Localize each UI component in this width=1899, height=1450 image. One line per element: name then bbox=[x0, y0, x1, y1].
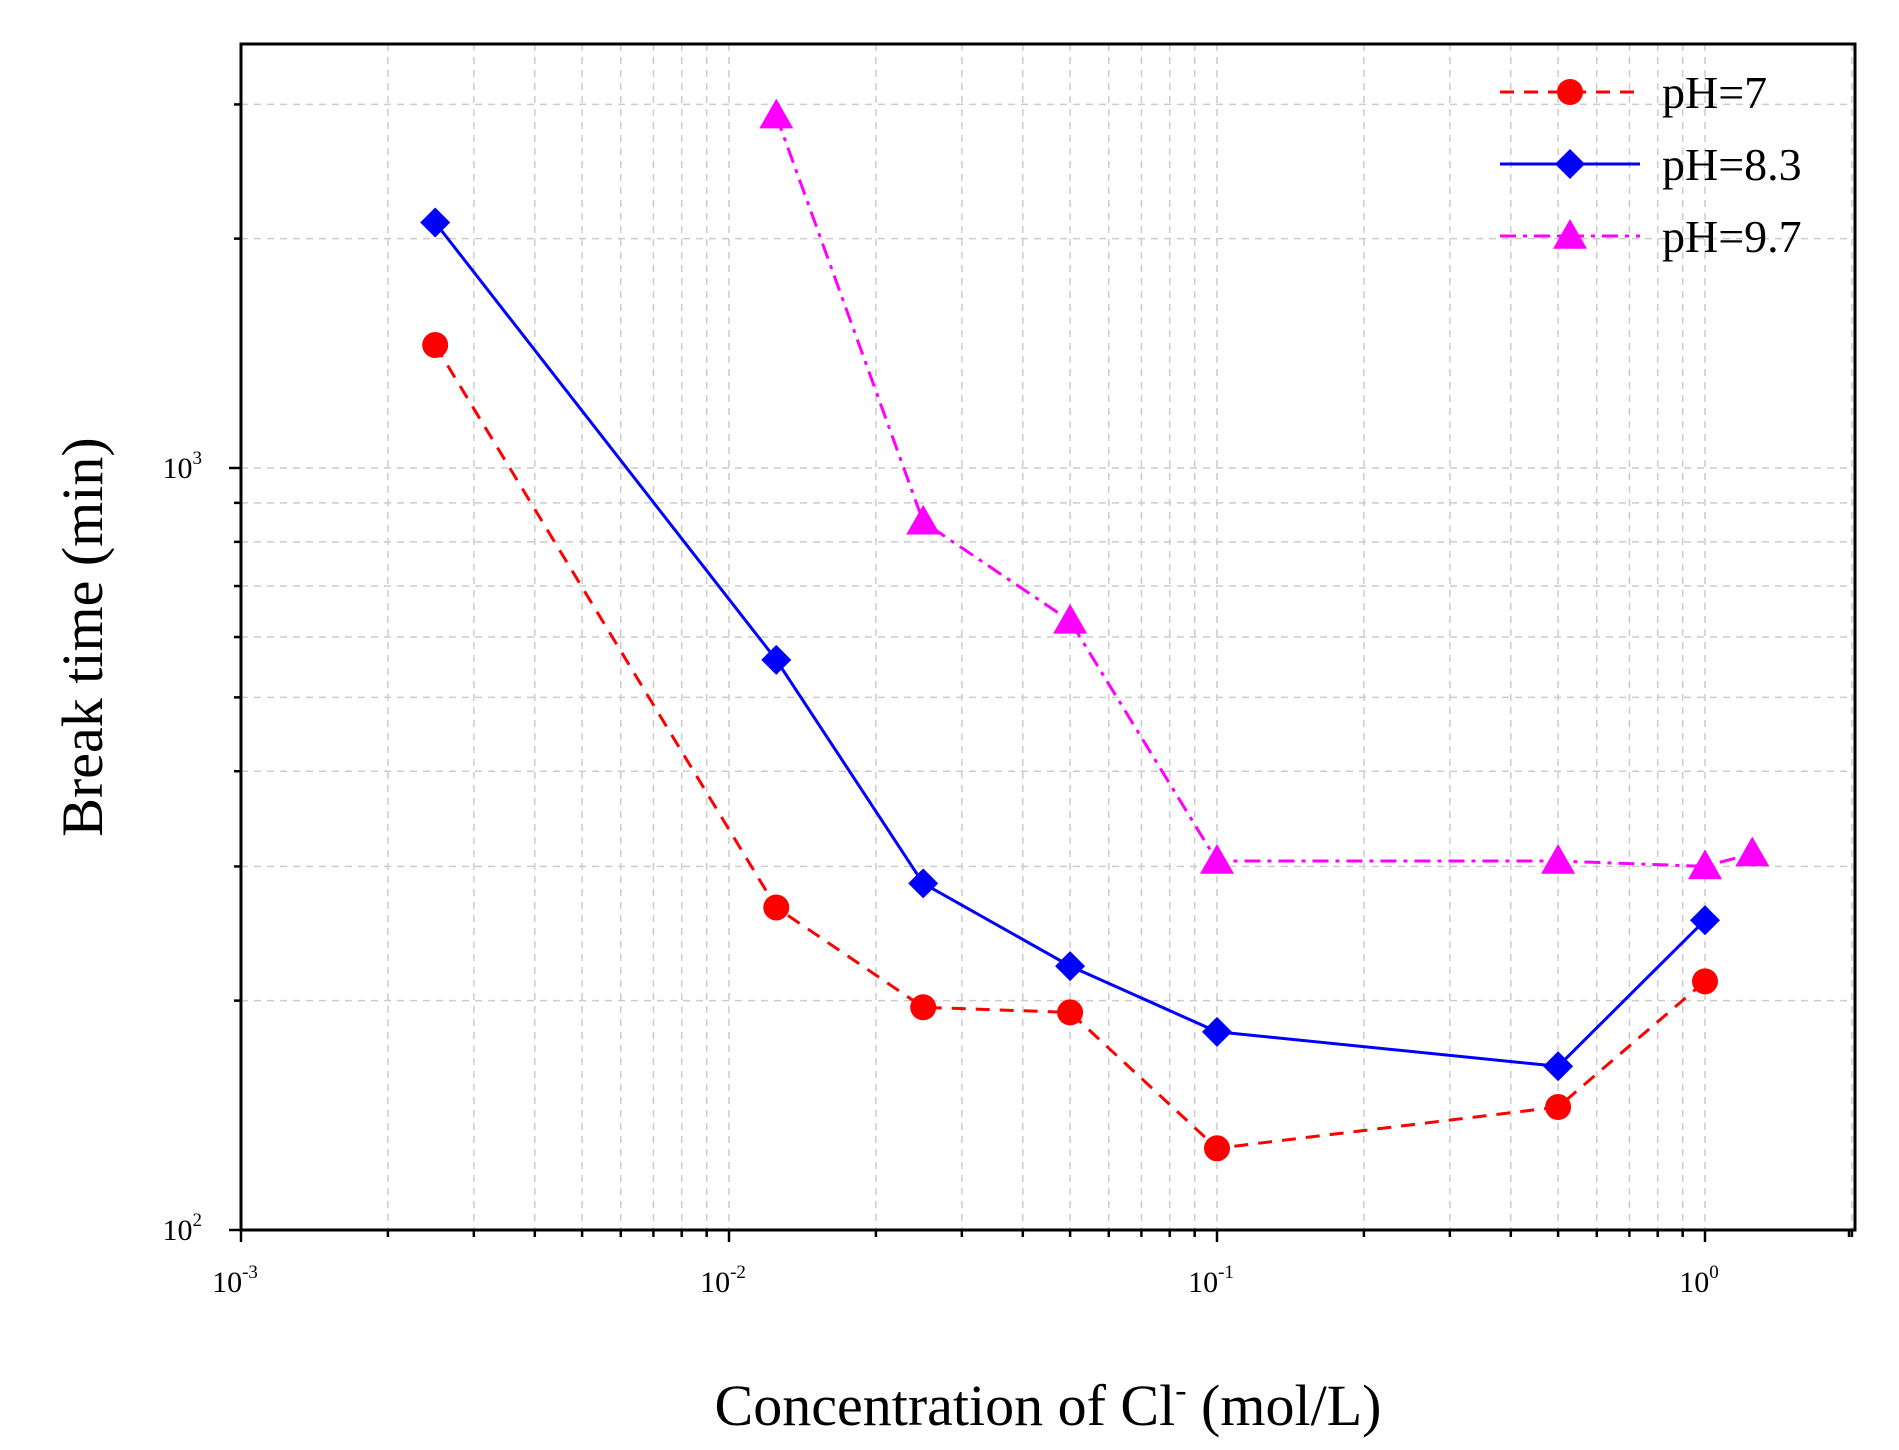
x-tick-label: 10-3 bbox=[212, 1262, 258, 1299]
data-point bbox=[1057, 999, 1084, 1026]
data-point bbox=[759, 98, 794, 129]
data-point bbox=[763, 894, 790, 921]
data-point bbox=[1541, 843, 1576, 874]
y-tick-label-exponent: 3 bbox=[193, 448, 203, 469]
data-point bbox=[1692, 968, 1718, 995]
legend-entry: pH=8.3 bbox=[1500, 139, 1802, 190]
x-tick-label-exponent: -3 bbox=[242, 1262, 258, 1283]
y-tick-label-base: 10 bbox=[163, 1214, 193, 1247]
x-tick-label-exponent: -1 bbox=[1218, 1262, 1234, 1283]
x-axis-title-superscript: - bbox=[1175, 1372, 1186, 1409]
y-tick-label-exponent: 2 bbox=[193, 1210, 203, 1231]
data-point bbox=[1202, 1016, 1232, 1047]
x-axis-title-text: Concentration of Cl bbox=[715, 1373, 1176, 1438]
data-point bbox=[1200, 843, 1234, 874]
data-point bbox=[422, 332, 449, 359]
series-3 bbox=[759, 98, 1770, 880]
data-point bbox=[1735, 836, 1770, 867]
x-tick-label-base: 10 bbox=[1188, 1266, 1218, 1299]
series-2 bbox=[420, 207, 1720, 1082]
data-point bbox=[908, 868, 939, 899]
legend-marker bbox=[1555, 149, 1585, 179]
x-tick-label-base: 10 bbox=[700, 1266, 730, 1299]
data-point bbox=[910, 994, 937, 1021]
x-tick-label-base: 10 bbox=[212, 1266, 242, 1299]
x-tick-label-exponent: -2 bbox=[730, 1262, 746, 1283]
series-layer bbox=[420, 98, 1770, 1162]
y-axis-title: Break time (min) bbox=[50, 437, 115, 836]
legend-label: pH=8.3 bbox=[1662, 139, 1802, 190]
x-tick-label: 10-1 bbox=[1188, 1262, 1234, 1299]
data-point bbox=[761, 644, 792, 675]
data-point bbox=[1055, 951, 1086, 982]
data-point bbox=[1688, 849, 1722, 880]
legend-marker bbox=[1557, 79, 1583, 105]
data-point bbox=[1053, 603, 1088, 634]
y-tick-label: 103 bbox=[163, 448, 203, 485]
x-tick-label: 100 bbox=[1679, 1262, 1719, 1299]
legend-entry: pH=7 bbox=[1500, 67, 1767, 118]
grid-lines bbox=[241, 44, 1855, 1230]
x-axis-title: Concentration of Cl- (mol/L) bbox=[715, 1372, 1382, 1438]
legend-label: pH=9.7 bbox=[1662, 211, 1802, 262]
data-point bbox=[420, 207, 451, 238]
series-1 bbox=[422, 332, 1718, 1162]
x-tick-label-exponent: 0 bbox=[1709, 1262, 1719, 1283]
x-tick-label: 10-2 bbox=[700, 1262, 746, 1299]
legend: pH=7 pH=8.3 pH=9.7 bbox=[1500, 67, 1802, 262]
data-point bbox=[906, 504, 941, 535]
x-tick-label-base: 10 bbox=[1679, 1266, 1709, 1299]
data-point bbox=[1690, 905, 1720, 936]
x-axis-title-unit: (mol/L) bbox=[1187, 1373, 1382, 1438]
legend-label: pH=7 bbox=[1662, 67, 1767, 118]
legend-marker bbox=[1553, 219, 1587, 249]
data-point bbox=[1543, 1051, 1574, 1082]
y-tick-label: 102 bbox=[163, 1210, 203, 1247]
data-point bbox=[1545, 1094, 1572, 1121]
y-tick-label-base: 10 bbox=[163, 452, 193, 485]
legend-entry: pH=9.7 bbox=[1500, 211, 1802, 262]
data-point bbox=[1204, 1135, 1230, 1162]
